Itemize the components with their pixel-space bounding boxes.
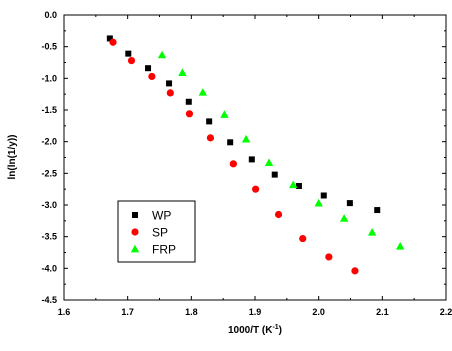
sp-point — [229, 160, 237, 168]
sp-point — [274, 210, 283, 219]
wp-point — [374, 207, 381, 214]
legend-label-sp: SP — [152, 226, 168, 240]
wp-point — [125, 50, 132, 57]
sp-point — [185, 110, 194, 118]
wp-point — [346, 200, 353, 207]
wp-point — [227, 139, 234, 146]
frp-point — [289, 180, 298, 189]
frp-point — [241, 134, 251, 143]
y-tick-label: -0.5 — [41, 42, 57, 52]
wp-point — [206, 118, 213, 125]
sp-point — [206, 134, 215, 142]
x-tick-label: 2.0 — [312, 307, 325, 317]
wp-point — [271, 171, 278, 178]
sp-point — [127, 57, 136, 65]
x-axis-title-suffix: ) — [279, 325, 282, 336]
y-axis-title: ln(ln(1/y)) — [7, 135, 18, 180]
wp-point — [166, 80, 173, 87]
sp-point — [148, 72, 156, 81]
y-tick-label: -1.5 — [41, 105, 57, 115]
x-tick-label: 1.6 — [58, 307, 71, 317]
x-tick-label: 2.1 — [376, 307, 389, 317]
legend-label-frp: FRP — [152, 243, 176, 257]
frp-point — [314, 198, 323, 207]
wp-point — [248, 156, 255, 163]
x-axis-ticks: 1.6 1.7 1.8 1.9 2.0 2.1 2.2 — [58, 15, 452, 317]
frp-point — [395, 241, 405, 250]
frp-point — [157, 50, 167, 59]
y-tick-label: -4.0 — [41, 263, 57, 273]
y-tick-label: -4.5 — [41, 295, 57, 305]
sp-point — [252, 185, 260, 193]
y-tick-label: 0.0 — [44, 10, 57, 20]
frp-point — [264, 158, 274, 166]
x-tick-label: 2.2 — [440, 307, 452, 317]
x-tick-label: 1.9 — [249, 307, 262, 317]
sp-point — [299, 234, 307, 243]
frp-point — [178, 68, 187, 77]
frp-point — [198, 88, 207, 96]
data-points — [106, 35, 405, 275]
legend-label-wp: WP — [152, 209, 171, 223]
wp-point — [185, 98, 192, 105]
legend-box — [117, 200, 196, 263]
legend: WP SP FRP — [117, 200, 196, 263]
y-tick-label: -3.0 — [41, 200, 57, 210]
wp-point — [145, 65, 152, 72]
wp-point — [295, 183, 302, 189]
sp-point — [351, 267, 359, 275]
legend-marker-sp — [131, 228, 139, 236]
sp-point — [109, 38, 117, 46]
legend-marker-frp — [130, 244, 140, 253]
frp-point — [367, 228, 377, 236]
y-tick-label: -1.0 — [41, 73, 57, 83]
wp-point — [106, 35, 113, 42]
x-axis-title: 1000/T (K-1) — [228, 324, 282, 336]
frp-point — [220, 110, 229, 118]
x-tick-label: 1.7 — [121, 307, 134, 317]
y-tick-label: -2.0 — [41, 137, 57, 147]
sp-point — [325, 253, 333, 261]
y-tick-label: -3.5 — [41, 232, 57, 242]
sp-point — [166, 89, 174, 97]
x-axis-title-superscript: -1 — [272, 324, 278, 331]
wp-point — [320, 192, 327, 199]
legend-marker-wp — [132, 212, 138, 218]
y-tick-label: -2.5 — [41, 168, 57, 178]
frp-point — [339, 214, 349, 222]
y-axis-ticks: 0.0 -0.5 -1.0 -1.5 -2.0 -2.5 -3.0 -3.5 -4.0 -4.5 — [41, 10, 446, 305]
x-tick-label: 1.8 — [185, 307, 198, 317]
